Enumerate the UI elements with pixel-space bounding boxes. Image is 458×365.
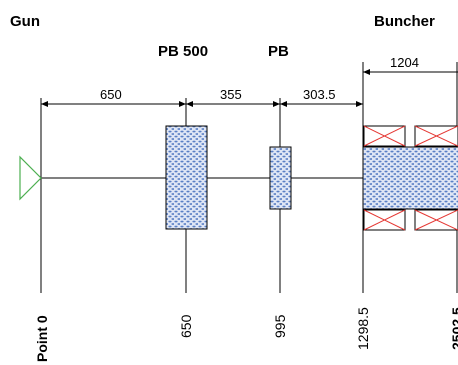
dimension-label-303: 303.5 [303,87,336,102]
gun-label: Gun [10,13,40,30]
buncher-coil-top-left [363,125,406,147]
position-label-1298: 1298.5 [355,307,371,350]
gun-triangle-icon [19,155,42,201]
dimension-label-355: 355 [220,87,242,102]
buncher-coil-top-right [414,125,458,147]
pb-label: PB [268,43,289,60]
buncher-coil-bottom-left [363,209,406,231]
buncher-coil-bottom-right [414,209,458,231]
buncher-cavity [362,146,458,210]
position-label-650: 650 [178,314,194,338]
pb-element [269,146,292,210]
position-label-995: 995 [272,314,288,338]
pb500-element [165,125,208,230]
buncher-length-label: 1204 [390,55,419,70]
dimension-label-650: 650 [100,87,122,102]
pb500-label: PB 500 [158,43,208,60]
position-label-point0: Point 0 [34,315,50,362]
buncher-label: Buncher [374,13,435,30]
position-label-2502: 2502.5 [449,307,458,350]
